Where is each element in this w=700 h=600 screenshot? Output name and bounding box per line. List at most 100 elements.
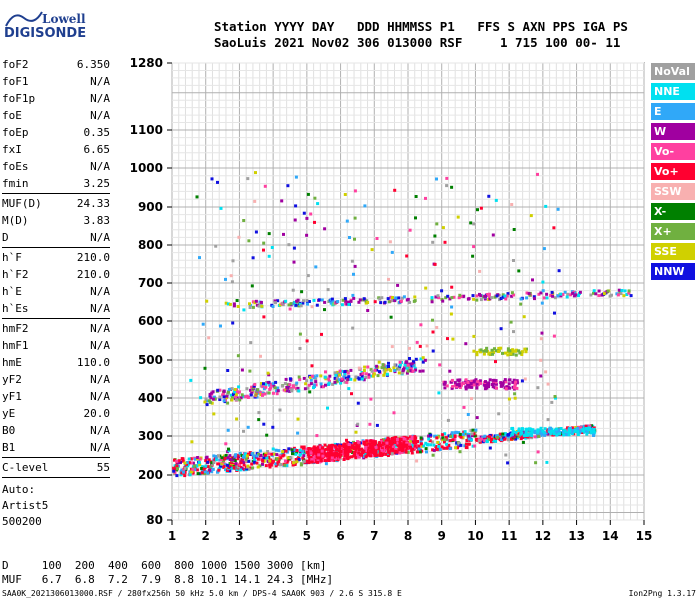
echo-point bbox=[176, 461, 180, 464]
echo-point bbox=[431, 240, 435, 244]
echo-point bbox=[212, 454, 216, 458]
echo-point bbox=[397, 437, 401, 441]
echo-point bbox=[370, 369, 374, 373]
echo-point bbox=[463, 430, 467, 434]
echo-point bbox=[353, 442, 357, 445]
param-value: N/A bbox=[90, 373, 110, 386]
echo-point bbox=[586, 427, 590, 431]
param-value: 210.0 bbox=[76, 268, 110, 281]
param-value: 3.25 bbox=[83, 177, 111, 190]
echo-point bbox=[206, 465, 210, 469]
echo-point bbox=[491, 436, 495, 440]
echo-point bbox=[334, 452, 338, 456]
echo-point bbox=[265, 433, 269, 437]
echo-point bbox=[552, 432, 556, 436]
echo-point bbox=[549, 430, 553, 433]
echo-point bbox=[393, 299, 397, 303]
echo-point bbox=[280, 199, 284, 203]
echo-point bbox=[497, 346, 501, 350]
echo-point bbox=[355, 442, 359, 446]
echo-point bbox=[226, 401, 230, 405]
echo-point bbox=[487, 383, 491, 387]
echo-point bbox=[246, 464, 250, 468]
echo-point bbox=[314, 383, 318, 387]
echo-point bbox=[573, 428, 577, 432]
echo-point bbox=[315, 303, 319, 307]
echo-point bbox=[236, 354, 240, 358]
echo-point bbox=[450, 431, 454, 435]
echo-point bbox=[307, 461, 311, 465]
echo-point bbox=[530, 436, 534, 440]
echo-point bbox=[256, 388, 260, 392]
echo-point bbox=[349, 449, 353, 453]
echo-point bbox=[566, 292, 570, 296]
echo-point bbox=[507, 382, 511, 386]
param-row: foE N/A bbox=[2, 107, 110, 124]
echo-point bbox=[273, 299, 277, 303]
echo-point bbox=[464, 385, 468, 389]
echo-point bbox=[347, 387, 351, 391]
echo-point bbox=[384, 439, 388, 443]
echo-point bbox=[519, 429, 523, 433]
echo-point bbox=[326, 406, 329, 410]
echo-point bbox=[232, 393, 235, 396]
echo-point bbox=[284, 299, 288, 303]
echo-point bbox=[354, 456, 358, 460]
echo-point bbox=[479, 298, 483, 302]
echo-point bbox=[332, 455, 336, 459]
echo-point bbox=[357, 448, 361, 452]
echo-point bbox=[234, 395, 238, 398]
echo-point bbox=[302, 211, 306, 215]
echo-point bbox=[291, 288, 295, 292]
echo-point bbox=[275, 389, 279, 393]
echo-point bbox=[347, 375, 351, 379]
x-tick-label: 5 bbox=[303, 529, 311, 543]
param-value: 210.0 bbox=[76, 251, 110, 264]
echo-point bbox=[464, 446, 468, 449]
echo-point bbox=[471, 294, 475, 298]
echo-point bbox=[356, 401, 360, 405]
echo-point bbox=[617, 288, 621, 292]
echo-point bbox=[324, 370, 327, 374]
echo-point bbox=[544, 370, 548, 374]
echo-point bbox=[511, 380, 515, 384]
echo-point bbox=[546, 418, 550, 422]
echo-point bbox=[494, 439, 498, 443]
echo-point bbox=[529, 427, 533, 431]
echo-point bbox=[527, 292, 531, 296]
echo-point bbox=[574, 293, 578, 297]
echo-point bbox=[245, 387, 249, 391]
echo-point bbox=[443, 386, 447, 390]
echo-point bbox=[305, 233, 309, 237]
echo-point bbox=[222, 464, 226, 468]
echo-point bbox=[289, 302, 293, 306]
echo-point bbox=[424, 196, 427, 200]
x-tick-label: 12 bbox=[535, 529, 552, 543]
echo-point bbox=[443, 240, 447, 244]
echo-point bbox=[478, 269, 482, 273]
echo-point bbox=[542, 247, 546, 251]
echo-point bbox=[500, 438, 504, 442]
echo-point bbox=[484, 294, 487, 298]
echo-point bbox=[228, 458, 232, 461]
echo-point bbox=[391, 296, 394, 299]
echo-point bbox=[394, 435, 398, 439]
echo-point bbox=[485, 346, 489, 350]
echo-point bbox=[389, 448, 393, 452]
echo-point bbox=[395, 438, 399, 441]
param-name: MUF(D) bbox=[2, 197, 42, 210]
echo-point bbox=[410, 435, 414, 439]
echo-point bbox=[352, 272, 355, 276]
echo-point bbox=[378, 453, 382, 457]
x-tick-label: 11 bbox=[501, 529, 518, 543]
echo-point bbox=[517, 349, 521, 353]
echo-point bbox=[373, 368, 377, 372]
echo-point bbox=[378, 451, 382, 454]
echo-point bbox=[588, 424, 592, 428]
echo-point bbox=[408, 440, 412, 444]
echo-point bbox=[175, 474, 179, 478]
echo-point bbox=[579, 426, 583, 430]
echo-point bbox=[305, 216, 309, 220]
echo-point bbox=[314, 459, 317, 463]
echo-point bbox=[222, 459, 225, 463]
